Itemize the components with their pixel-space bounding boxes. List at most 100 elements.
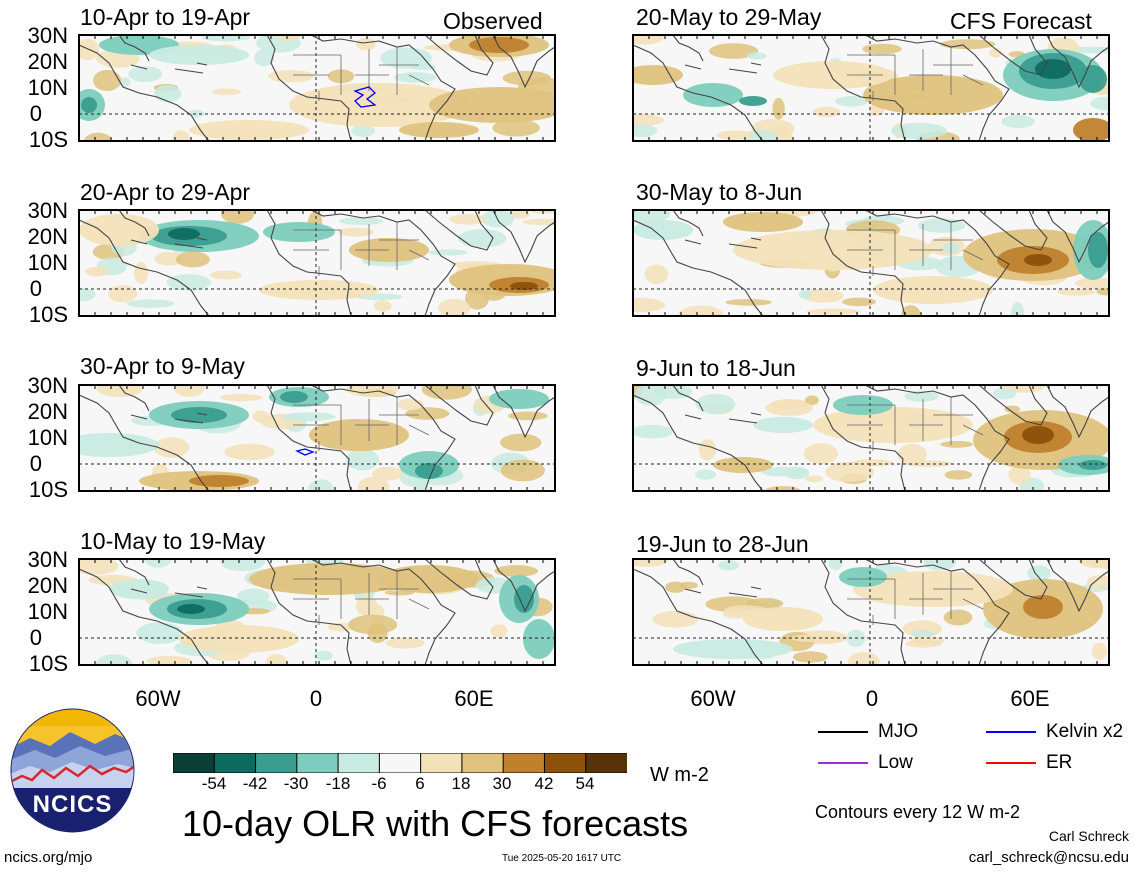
olr-anomaly-shading: [337, 227, 374, 237]
olr-anomaly-shading: [1024, 254, 1052, 266]
olr-anomaly-shading: [500, 459, 545, 482]
olr-anomaly-shading: [172, 130, 190, 141]
olr-anomaly-shading: [897, 443, 927, 466]
panel-title-fcst-1: 20-May to 29-May: [636, 4, 822, 30]
olr-anomaly-shading: [652, 610, 699, 628]
olr-anomaly-shading: [494, 565, 539, 577]
olr-anomaly-shading: [79, 214, 159, 246]
olr-anomaly-shading: [209, 270, 242, 280]
olr-anomaly-shading: [96, 385, 143, 397]
olr-anomaly-shading: [798, 289, 813, 299]
colorbar-swatch: [337, 753, 381, 773]
colorbar-tick-label: -30: [283, 774, 309, 793]
author-name: Carl Schreck: [1048, 828, 1129, 844]
kelvin-contour: [295, 448, 315, 456]
olr-anomaly-shading: [1096, 288, 1109, 296]
lat-label: 0: [29, 101, 42, 126]
author-email[interactable]: carl_schreck@ncsu.edu: [968, 849, 1129, 866]
coastline: [492, 210, 555, 264]
map-panel-obs-1: [79, 35, 555, 141]
olr-anomaly-shading: [825, 462, 875, 483]
olr-anomaly-shading: [695, 393, 736, 415]
olr-anomaly-shading: [713, 457, 773, 473]
olr-anomaly-shading: [356, 595, 378, 617]
coastline: [728, 62, 762, 74]
olr-anomaly-shading: [725, 299, 772, 306]
olr-anomaly-shading: [1075, 277, 1109, 289]
lat-label: 10S: [28, 127, 68, 152]
olr-anomaly-shading: [449, 214, 487, 225]
lat-label: 20N: [27, 49, 68, 74]
coastline: [266, 559, 352, 665]
olr-anomaly-shading: [1073, 118, 1109, 141]
olr-anomaly-shading: [633, 35, 664, 45]
map-panel-fcst-3: [633, 385, 1109, 491]
lat-label: 0: [29, 451, 42, 476]
map-panel-obs-3: [79, 385, 555, 491]
map-panel-fcst-2: [633, 210, 1109, 316]
olr-anomaly-shading: [394, 72, 437, 83]
olr-anomaly-shading: [760, 466, 808, 477]
olr-anomaly-shading: [202, 35, 251, 42]
olr-map: [79, 385, 555, 491]
olr-anomaly-shading: [1035, 59, 1071, 79]
olr-anomaly-shading: [1057, 288, 1096, 296]
coastline: [492, 385, 555, 439]
olr-anomaly-shading: [188, 109, 204, 118]
coastline: [820, 210, 906, 316]
olr-anomaly-shading: [743, 607, 823, 631]
coastline: [978, 35, 1048, 76]
olr-anomaly-shading: [904, 390, 939, 402]
coastline: [492, 35, 555, 89]
coastline: [118, 559, 150, 594]
observed-label: Observed: [443, 8, 543, 34]
olr-anomaly-shading: [1008, 465, 1031, 485]
olr-anomaly-shading: [415, 463, 443, 479]
site-link[interactable]: ncics.org/mjo: [4, 849, 93, 866]
legend-label: MJO: [878, 721, 919, 742]
coastline: [79, 219, 210, 316]
contour-note: Contours every 12 W m-2: [815, 802, 1021, 822]
lon-label: 0: [865, 686, 879, 711]
coastline: [633, 219, 764, 316]
olr-anomaly-shading: [792, 651, 828, 663]
olr-anomaly-shading: [351, 124, 376, 137]
olr-anomaly-shading: [644, 264, 669, 285]
olr-anomaly-shading: [289, 83, 469, 127]
coastline: [266, 35, 352, 141]
coastline: [424, 210, 494, 251]
olr-anomaly-shading: [147, 655, 192, 665]
olr-anomaly-shading: [522, 218, 555, 226]
lat-label: 30N: [27, 547, 68, 572]
olr-anomaly-shading: [379, 565, 479, 593]
olr-anomaly-shading: [500, 433, 542, 452]
country-border: [847, 222, 973, 270]
colorbar-tick-label: -6: [371, 774, 387, 793]
olr-anomaly-shading: [79, 287, 96, 302]
coastline: [1046, 35, 1109, 89]
coastline: [978, 559, 1048, 600]
forecast-label: CFS Forecast: [950, 8, 1092, 34]
olr-anomaly-shading: [805, 475, 823, 483]
lat-label: 10S: [28, 477, 68, 502]
olr-anomaly-shading: [695, 469, 717, 480]
olr-anomaly-shading: [380, 47, 432, 69]
olr-anomaly-shading: [743, 129, 779, 141]
olr-anomaly-shading: [79, 559, 119, 575]
coastline: [728, 237, 762, 249]
lat-label: 20N: [27, 573, 68, 598]
coastline: [424, 385, 494, 426]
lat-label: 30N: [27, 373, 68, 398]
olr-anomaly-shading: [801, 289, 844, 303]
olr-anomaly-shading: [144, 559, 172, 568]
olr-anomaly-shading: [828, 559, 843, 571]
legend-line-icon: [986, 762, 1036, 764]
olr-anomaly-shading: [489, 389, 549, 409]
olr-anomaly-shading: [345, 449, 380, 471]
olr-anomaly-shading: [153, 84, 182, 103]
olr-anomaly-shading: [372, 466, 403, 481]
olr-anomaly-shading: [490, 624, 508, 638]
coastline: [1046, 210, 1109, 264]
map-panel-obs-2: [79, 210, 555, 316]
coastline: [820, 385, 906, 491]
